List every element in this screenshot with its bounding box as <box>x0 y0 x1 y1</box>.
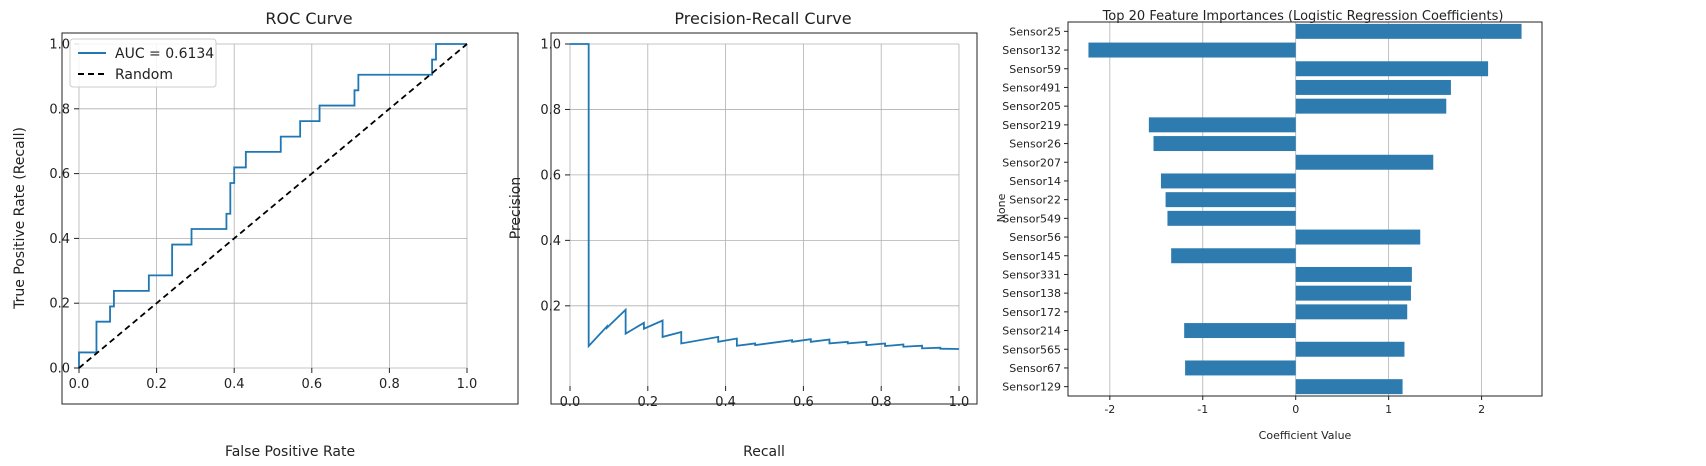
pr-y-tick-label: 0.4 <box>540 234 561 249</box>
fi-category-label: Sensor14 <box>1009 175 1061 188</box>
fi-category-label: Sensor205 <box>1002 100 1061 113</box>
fi-bar <box>1295 266 1412 282</box>
roc-plot-frame <box>61 32 519 405</box>
fi-category-label: Sensor59 <box>1009 63 1061 76</box>
roc-title: ROC Curve <box>265 9 352 28</box>
pr-y-tick-label: 0.8 <box>540 103 561 118</box>
fi-bar <box>1295 379 1403 395</box>
fi-category-label: Sensor491 <box>1002 81 1061 94</box>
fi-category-label: Sensor214 <box>1002 325 1061 338</box>
fi-bar <box>1088 42 1296 58</box>
pr-x-tick-label: 0.4 <box>715 395 736 410</box>
pr-plot-frame <box>550 32 978 405</box>
roc-y-tick-label: 0.0 <box>49 362 70 377</box>
fi-x-tick-label: -1 <box>1197 403 1208 416</box>
fi-category-label: Sensor138 <box>1002 287 1061 300</box>
pr-x-tick-label: 1.0 <box>949 395 970 410</box>
roc-y-tick-label: 0.8 <box>49 102 70 117</box>
roc-grid <box>78 43 468 369</box>
fi-category-label: Sensor132 <box>1002 44 1061 57</box>
fi-y-axis-label: None <box>995 193 1008 222</box>
fi-category-label: Sensor56 <box>1009 231 1061 244</box>
fi-bar <box>1295 79 1451 95</box>
fi-bar <box>1295 154 1434 170</box>
roc-legend-label-random: Random <box>115 67 173 83</box>
fi-x-axis-label: Coefficient Value <box>1259 429 1352 442</box>
roc-y-tick-label: 0.2 <box>49 297 70 312</box>
pr-x-tick-label: 0.2 <box>637 395 658 410</box>
fi-category-label: Sensor67 <box>1009 362 1061 375</box>
fi-category-label: Sensor25 <box>1009 25 1061 38</box>
roc-legend-label-auc: AUC = 0.6134 <box>115 46 214 62</box>
roc-y-tick-label: 1.0 <box>49 38 70 53</box>
fi-x-tick-label: 1 <box>1385 403 1392 416</box>
roc-x-tick-label: 0.4 <box>224 377 245 392</box>
fi-bar <box>1295 61 1489 77</box>
pr-series <box>570 43 960 350</box>
fi-category-label: Sensor22 <box>1009 194 1061 207</box>
fi-ticks: -2 -1 0 1 2 Sensor25 Sensor132 Sensor59 Sensor49… <box>1002 25 1485 416</box>
roc-x-tick-label: 1.0 <box>457 377 478 392</box>
roc-x-axis-label: False Positive Rate <box>225 444 355 460</box>
roc-chart: ROC Curve 0.0 0.2 0.4 0.6 0.8 1.0 0.0 0.2 0.4 0.6… <box>12 9 519 460</box>
fi-bars <box>1088 23 1522 395</box>
pr-grid <box>569 43 960 386</box>
fi-plot-frame <box>1067 21 1543 397</box>
roc-series <box>78 43 468 369</box>
pr-y-tick-label: 0.6 <box>540 168 561 183</box>
fi-category-label: Sensor331 <box>1002 268 1061 281</box>
roc-ticks: 0.0 0.2 0.4 0.6 0.8 1.0 0.0 0.2 0.4 0.6 0.8 1.0 <box>49 38 477 393</box>
fi-bar <box>1295 23 1522 39</box>
pr-series-line-0 <box>570 43 960 350</box>
roc-legend-box <box>69 38 217 88</box>
pr-x-tick-label: 0.6 <box>793 395 814 410</box>
fi-bar <box>1295 304 1408 320</box>
roc-y-tick-label: 0.4 <box>49 232 70 247</box>
fi-x-tick-label: 0 <box>1292 403 1299 416</box>
precision-recall-chart: Precision-Recall Curve 0.0 0.2 0.4 0.6 0.8 1.… <box>508 9 978 460</box>
fi-bar <box>1295 229 1421 245</box>
fi-category-label: Sensor549 <box>1002 212 1061 225</box>
fi-bar <box>1171 248 1296 264</box>
fi-bar <box>1167 210 1296 226</box>
fi-bar <box>1153 136 1296 152</box>
fi-bar <box>1165 192 1296 208</box>
fi-bar <box>1184 323 1296 339</box>
fi-category-label: Sensor26 <box>1009 138 1061 151</box>
pr-x-axis-label: Recall <box>743 444 785 460</box>
roc-legend: AUC = 0.6134 Random <box>69 38 217 88</box>
roc-y-axis-label: True Positive Rate (Recall) <box>12 127 28 310</box>
roc-series-line-1 <box>78 43 468 369</box>
pr-title: Precision-Recall Curve <box>674 9 851 28</box>
pr-y-tick-label: 1.0 <box>540 38 561 53</box>
roc-series-line-0 <box>78 43 467 368</box>
fi-category-label: Sensor145 <box>1002 250 1061 263</box>
fi-x-tick-label: 2 <box>1478 403 1485 416</box>
fi-category-label: Sensor172 <box>1002 306 1061 319</box>
fi-title: Top 20 Feature Importances (Logistic Reg… <box>1102 9 1504 24</box>
fi-bar <box>1160 173 1296 189</box>
roc-x-tick-label: 0.6 <box>301 377 322 392</box>
fi-bar <box>1295 98 1447 114</box>
roc-x-tick-label: 0.2 <box>146 377 167 392</box>
pr-y-tick-label: 0.2 <box>540 299 561 314</box>
pr-x-tick-label: 0.0 <box>560 395 581 410</box>
fi-category-label: Sensor219 <box>1002 119 1061 132</box>
pr-y-axis-label: Precision <box>508 177 524 239</box>
roc-x-tick-label: 0.0 <box>69 377 90 392</box>
roc-y-tick-label: 0.6 <box>49 167 70 182</box>
pr-ticks: 0.0 0.2 0.4 0.6 0.8 1.0 0.2 0.4 0.6 0.8 1.0 <box>540 38 969 411</box>
fi-bar <box>1295 285 1411 301</box>
fi-category-label: Sensor129 <box>1002 381 1061 394</box>
pr-x-tick-label: 0.8 <box>871 395 892 410</box>
fi-x-tick-label: -2 <box>1104 403 1115 416</box>
fi-bar <box>1295 341 1405 357</box>
feature-importance-chart: Top 20 Feature Importances (Logistic Reg… <box>995 9 1543 442</box>
fi-category-label: Sensor565 <box>1002 343 1061 356</box>
roc-x-tick-label: 0.8 <box>379 377 400 392</box>
fi-category-label: Sensor207 <box>1002 156 1061 169</box>
fi-bar <box>1185 360 1296 376</box>
fi-bar <box>1148 117 1296 133</box>
